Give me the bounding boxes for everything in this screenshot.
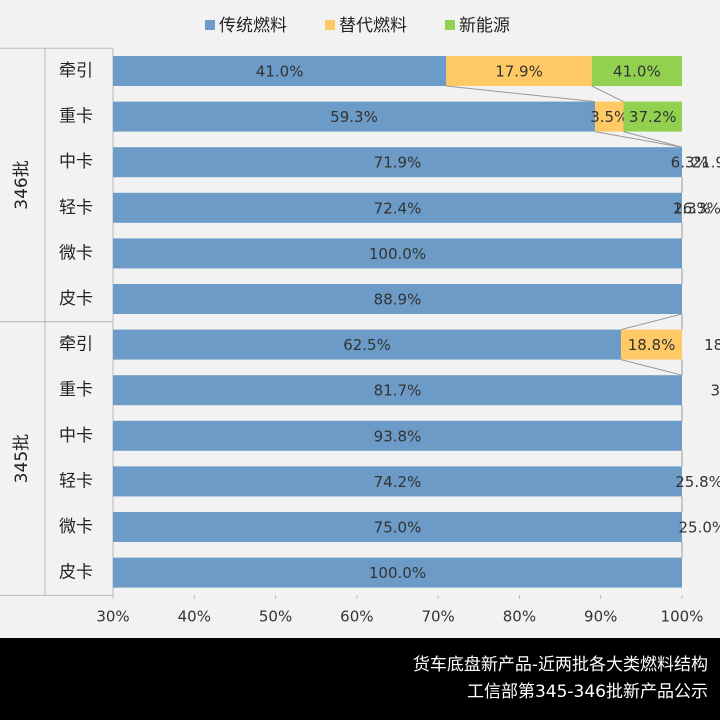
value-label: 59.3% — [330, 108, 378, 126]
value-label: 71.9% — [374, 154, 422, 172]
value-label: 26.3% — [673, 199, 720, 217]
value-label: 17.9% — [495, 63, 543, 81]
value-label: 41.0% — [613, 63, 661, 81]
footer-band — [0, 638, 720, 720]
bar-segment — [113, 101, 596, 132]
value-label: 62.5% — [343, 336, 391, 354]
value-label: 37.2% — [629, 108, 677, 126]
category-label: 微卡 — [59, 243, 93, 263]
value-label: 3.5% — [590, 108, 628, 126]
legend-swatch — [445, 20, 455, 30]
bar-segment — [621, 329, 682, 360]
x-tick-label: 70% — [421, 608, 454, 626]
x-tick-label: 50% — [259, 608, 292, 626]
bar-segment — [591, 56, 682, 86]
value-label: 25.0% — [678, 519, 720, 537]
legend-swatch — [205, 20, 215, 30]
group-label: 346批 — [12, 160, 32, 209]
legend-label: 传统燃料 — [219, 16, 287, 36]
category-label: 重卡 — [59, 380, 93, 400]
value-label: 93.8% — [374, 427, 422, 445]
bar-segment — [113, 512, 682, 542]
category-label: 重卡 — [59, 107, 93, 127]
x-tick-label: 80% — [503, 608, 536, 626]
value-label: 81.7% — [374, 382, 422, 400]
bar-segment — [595, 101, 624, 132]
category-label: 皮卡 — [59, 289, 93, 309]
x-tick-label: 100% — [661, 608, 704, 626]
group-label: 345批 — [12, 434, 32, 483]
value-label: 25.8% — [675, 473, 720, 491]
category-label: 牵引 — [59, 335, 93, 355]
footer-line: 货车底盘新产品-近两批各大类燃料结构 — [413, 655, 708, 675]
bar-segment — [113, 557, 682, 588]
bar-segment — [113, 147, 682, 178]
bar-segment — [623, 101, 682, 132]
connector — [591, 85, 624, 103]
value-label: 18.8% — [628, 336, 676, 354]
category-label: 皮卡 — [59, 563, 93, 583]
connector — [620, 313, 683, 331]
value-label: 72.4% — [374, 199, 422, 217]
category-label: 牵引 — [59, 61, 93, 81]
value-label: 88.9% — [374, 291, 422, 309]
value-label: 100.0% — [369, 564, 426, 582]
value-label: 18.8% — [704, 336, 720, 354]
bar-segment — [113, 56, 447, 86]
connector — [594, 131, 683, 148]
x-tick-label: 40% — [178, 608, 211, 626]
value-label: 100.0% — [369, 245, 426, 263]
legend-label: 替代燃料 — [339, 16, 407, 36]
connector — [620, 359, 683, 376]
legend-swatch — [325, 20, 335, 30]
bar-segment — [113, 329, 622, 360]
value-label: 6.3% — [671, 154, 709, 172]
category-label: 轻卡 — [59, 471, 93, 491]
bar-segment — [113, 420, 682, 451]
value-label: 41.0% — [256, 63, 304, 81]
value-label: 21.9% — [691, 154, 720, 172]
bar-segment — [113, 192, 682, 223]
x-tick-label: 90% — [584, 608, 617, 626]
bar-segment — [113, 284, 682, 314]
bar-segment — [113, 466, 682, 497]
category-label: 轻卡 — [59, 198, 93, 218]
category-label: 中卡 — [59, 426, 93, 446]
value-label: 3.7% — [710, 382, 720, 400]
connector — [446, 85, 596, 103]
footer-line: 工信部第345-346批新产品公示 — [467, 682, 708, 702]
bar-segment — [446, 56, 592, 86]
value-label: 75.0% — [374, 519, 422, 537]
x-tick-label: 30% — [96, 608, 129, 626]
bar-segment — [113, 375, 682, 406]
category-label: 微卡 — [59, 517, 93, 537]
category-label: 中卡 — [59, 152, 93, 172]
value-label: 1.3% — [673, 199, 711, 217]
legend-label: 新能源 — [459, 16, 510, 36]
connector — [623, 131, 683, 148]
x-tick-label: 60% — [340, 608, 373, 626]
bar-segment — [113, 238, 682, 269]
value-label: 74.2% — [374, 473, 422, 491]
